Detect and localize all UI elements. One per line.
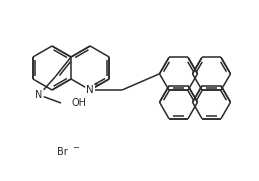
Text: N: N bbox=[35, 90, 43, 100]
Text: +: + bbox=[92, 82, 98, 88]
Text: −: − bbox=[73, 144, 80, 153]
Text: N: N bbox=[86, 85, 94, 95]
Text: OH: OH bbox=[71, 98, 86, 108]
Text: Br: Br bbox=[57, 147, 67, 157]
